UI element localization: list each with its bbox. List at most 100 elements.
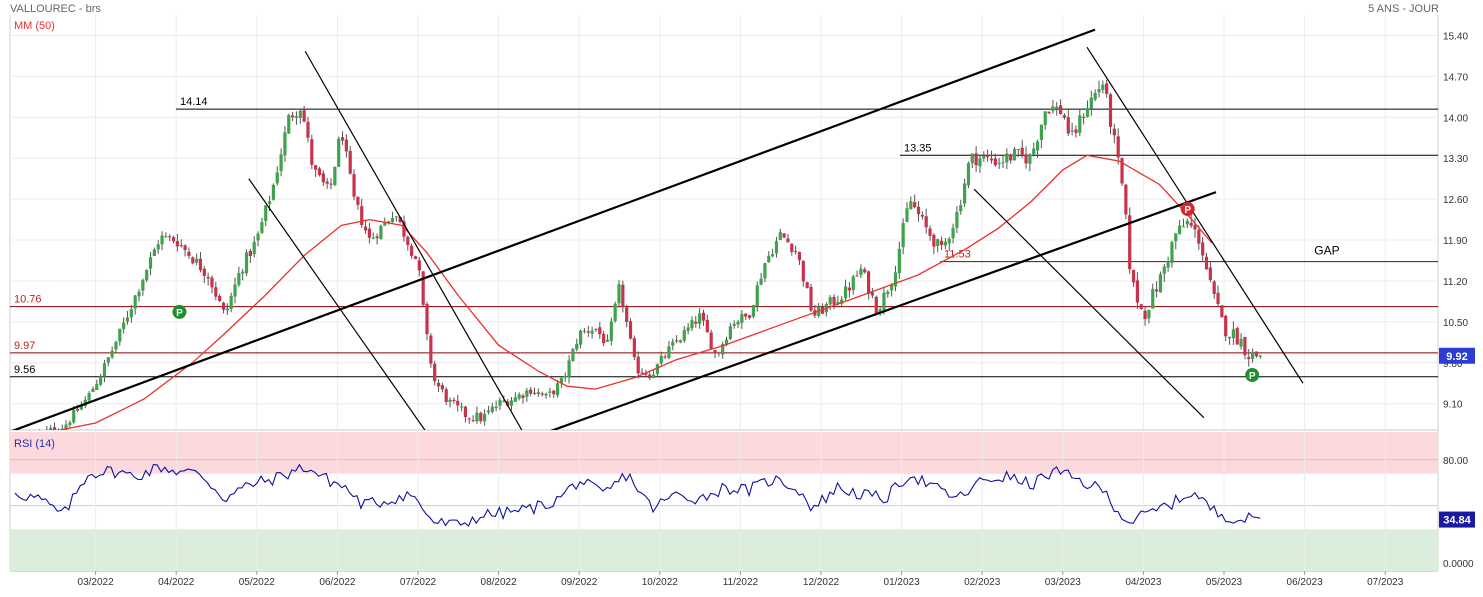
candle-body bbox=[671, 341, 675, 346]
price-tick-label: 14.00 bbox=[1443, 113, 1468, 124]
candle-body bbox=[102, 363, 107, 377]
time-tick-label: 06/2022 bbox=[319, 577, 356, 588]
pivot-marker[interactable] bbox=[1180, 202, 1195, 217]
candle-body bbox=[506, 401, 510, 406]
pivot-marker[interactable] bbox=[1245, 368, 1260, 383]
candle-body bbox=[1197, 229, 1201, 244]
candle-body bbox=[1204, 256, 1209, 270]
candle-body bbox=[233, 284, 237, 297]
candle-body bbox=[1178, 225, 1182, 235]
candle-body bbox=[210, 277, 214, 288]
candle-body bbox=[475, 412, 479, 422]
candle-body bbox=[847, 287, 852, 291]
candle-body bbox=[1135, 280, 1139, 303]
chart-title: VALLOUREC - brs bbox=[10, 3, 101, 15]
candle-body bbox=[989, 158, 994, 161]
chart-period[interactable]: 5 ANS - JOUR bbox=[1368, 3, 1439, 15]
candle-body bbox=[628, 321, 633, 339]
candle-body bbox=[325, 181, 329, 184]
candle-body bbox=[548, 391, 552, 393]
candle-body bbox=[314, 165, 318, 170]
candle-body bbox=[582, 330, 587, 332]
candle-body bbox=[993, 158, 997, 166]
candle-body bbox=[310, 139, 314, 165]
candle-body bbox=[809, 286, 813, 311]
level-label: 9.97 bbox=[14, 340, 35, 352]
candle-body bbox=[64, 424, 68, 430]
trend-line[interactable] bbox=[7, 28, 1096, 433]
candle-body bbox=[701, 312, 706, 321]
candle-body bbox=[1258, 355, 1262, 357]
candle-body bbox=[909, 201, 913, 210]
candle-body bbox=[644, 373, 648, 375]
candle-body bbox=[771, 254, 775, 257]
price-tick-label: 11.20 bbox=[1443, 277, 1468, 288]
candle-body bbox=[732, 323, 736, 326]
candle-body bbox=[306, 121, 310, 138]
candle-body bbox=[1158, 274, 1163, 293]
rsi-value-badge bbox=[1439, 511, 1475, 528]
candle-body bbox=[1005, 153, 1009, 163]
candle-body bbox=[1128, 215, 1132, 270]
candle-body bbox=[502, 400, 506, 402]
trend-line[interactable] bbox=[304, 50, 523, 432]
candle-body bbox=[552, 390, 556, 395]
trend-line[interactable] bbox=[248, 178, 426, 432]
candle-body bbox=[198, 258, 203, 271]
candle-body bbox=[425, 303, 429, 335]
candle-body bbox=[663, 356, 667, 358]
candle-body bbox=[690, 320, 694, 329]
trend-line[interactable] bbox=[1086, 46, 1304, 384]
candle-body bbox=[740, 313, 744, 323]
candle-body bbox=[1154, 289, 1159, 292]
candle-body bbox=[947, 238, 951, 244]
candle-body bbox=[459, 406, 464, 408]
candle-body bbox=[187, 251, 191, 256]
candle-body bbox=[678, 340, 683, 343]
candle-body bbox=[1235, 328, 1239, 345]
candle-body bbox=[517, 394, 521, 399]
candle-body bbox=[241, 271, 245, 274]
rsi-oversold-zone bbox=[10, 529, 1438, 571]
candle-body bbox=[805, 282, 809, 289]
candle-body bbox=[371, 237, 375, 239]
candle-body bbox=[1047, 111, 1051, 114]
candle-body bbox=[1020, 147, 1024, 155]
candle-body bbox=[99, 376, 103, 385]
candle-body bbox=[698, 313, 702, 324]
candle-body bbox=[605, 339, 610, 342]
candle-body bbox=[125, 317, 130, 322]
candle-body bbox=[287, 114, 291, 134]
candle-body bbox=[717, 352, 721, 354]
candle-body bbox=[145, 269, 149, 281]
candle-body bbox=[709, 332, 713, 350]
candle-body bbox=[1093, 92, 1097, 100]
candle-body bbox=[997, 162, 1001, 164]
candle-body bbox=[843, 286, 848, 299]
candle-body bbox=[433, 363, 437, 382]
candle-body bbox=[851, 276, 855, 290]
time-tick-label: 04/2023 bbox=[1125, 577, 1162, 588]
candle-body bbox=[256, 233, 260, 241]
candle-body bbox=[897, 248, 901, 274]
candle-body bbox=[348, 150, 352, 174]
candle-body bbox=[751, 305, 756, 317]
candle-body bbox=[728, 326, 732, 339]
candle-body bbox=[632, 338, 636, 358]
candle-body bbox=[152, 249, 156, 257]
candle-body bbox=[1032, 148, 1036, 155]
candle-body bbox=[782, 233, 786, 238]
candle-body bbox=[786, 238, 790, 243]
trend-line[interactable] bbox=[973, 188, 1205, 419]
candle-body bbox=[1009, 154, 1013, 161]
candle-body bbox=[513, 397, 517, 402]
pivot-marker[interactable] bbox=[172, 304, 187, 319]
candle-body bbox=[951, 227, 955, 239]
gap-annotation: GAP bbox=[1314, 244, 1339, 258]
candle-body bbox=[863, 269, 867, 273]
candle-body bbox=[755, 285, 759, 307]
trend-line[interactable] bbox=[547, 191, 1217, 432]
candle-body bbox=[183, 245, 187, 251]
